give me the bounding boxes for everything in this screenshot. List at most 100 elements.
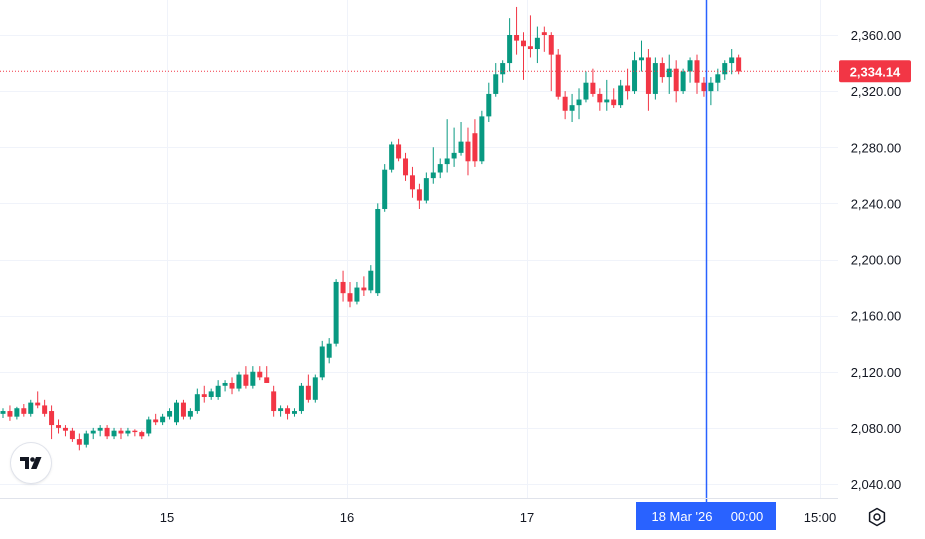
candle-body — [583, 82, 589, 100]
candle-body — [514, 35, 520, 41]
candle — [430, 147, 436, 184]
candle — [83, 430, 89, 448]
candles — [0, 6, 742, 451]
candle — [687, 57, 693, 83]
candle — [611, 88, 617, 108]
candle-body — [507, 35, 513, 64]
candle — [333, 279, 339, 347]
candle — [486, 82, 492, 122]
candle — [7, 405, 13, 421]
candle-body — [83, 433, 89, 445]
x-tick-label: 15:00 — [804, 510, 837, 525]
candle — [694, 54, 700, 94]
candle-body — [125, 430, 131, 434]
candle — [69, 427, 75, 442]
crosshair-time-tag: 18 Mar '26 00:00 — [636, 502, 776, 530]
time-axis[interactable]: 15 16 17 15:00 — [160, 510, 837, 525]
candle — [527, 15, 533, 58]
candle-body — [638, 57, 644, 61]
candle — [416, 183, 422, 209]
candle-body — [90, 430, 96, 434]
candle — [90, 427, 96, 440]
y-tick-label: 2,120.00 — [851, 365, 902, 380]
candle-body — [729, 57, 735, 64]
candle — [680, 68, 686, 94]
candle — [396, 138, 402, 162]
candle-body — [389, 144, 395, 170]
candle-body — [437, 164, 443, 173]
candle — [139, 430, 145, 440]
candle-body — [285, 408, 291, 414]
candle-body — [111, 430, 117, 437]
tradingview-logo-icon[interactable] — [11, 443, 51, 483]
candle — [673, 60, 679, 103]
candle — [354, 281, 360, 305]
gear-icon[interactable] — [866, 506, 888, 528]
y-tick-label: 2,080.00 — [851, 421, 902, 436]
tv-logo-glyph — [20, 457, 42, 469]
candle — [472, 119, 478, 167]
candle — [319, 340, 325, 381]
candle-body — [555, 54, 561, 97]
candle-body — [736, 57, 742, 72]
price-axis[interactable]: 2,360.00 2,320.00 2,280.00 2,240.00 2,200.00… — [851, 28, 902, 492]
grid — [0, 0, 838, 498]
candle-body — [409, 175, 415, 190]
candle-body — [278, 408, 284, 412]
candle — [534, 26, 540, 64]
candle — [583, 71, 589, 103]
candle-body — [257, 371, 263, 378]
candle — [194, 388, 200, 414]
candle-body — [645, 57, 651, 94]
candle — [312, 374, 318, 403]
candle-body — [597, 93, 603, 103]
candle-body — [527, 46, 533, 50]
candle-body — [271, 391, 277, 412]
candle-body — [458, 141, 464, 153]
candle-body — [625, 85, 631, 92]
candle-body — [291, 411, 297, 414]
candle-body — [21, 408, 27, 414]
candle — [278, 405, 284, 417]
candle — [569, 93, 575, 122]
candle-body — [444, 158, 450, 165]
candle — [28, 399, 34, 417]
candle — [423, 172, 429, 204]
candle-body — [236, 374, 242, 389]
candle-body — [361, 287, 367, 291]
y-tick-label: 2,040.00 — [851, 477, 902, 492]
candle — [174, 399, 179, 426]
candle — [291, 408, 297, 417]
x-tick-label: 16 — [340, 510, 354, 525]
candle-body — [104, 427, 110, 437]
candle-body — [687, 60, 693, 72]
candle-body — [62, 427, 68, 431]
candle-body — [333, 281, 339, 344]
candle — [652, 57, 658, 100]
x-tick-label: 17 — [520, 510, 534, 525]
candle-body — [618, 85, 624, 106]
candle-body — [69, 430, 75, 440]
candle-body — [97, 427, 103, 431]
candle — [201, 385, 207, 403]
candle-body — [708, 82, 714, 92]
candle-body — [541, 32, 547, 35]
candle-body — [569, 105, 575, 111]
candle — [285, 405, 291, 420]
candle-body — [576, 99, 582, 106]
candle — [625, 68, 631, 100]
candle — [0, 408, 6, 419]
candle-body — [590, 82, 596, 94]
candle-body — [250, 371, 256, 386]
candle — [146, 416, 152, 437]
candle — [153, 413, 159, 426]
candle — [638, 40, 644, 72]
candle-body — [201, 394, 207, 398]
candle — [590, 68, 596, 97]
candle-body — [222, 382, 228, 386]
candle-body — [174, 402, 179, 423]
candle-body — [243, 374, 249, 386]
candle-body — [347, 293, 353, 302]
candle-body — [701, 82, 707, 92]
